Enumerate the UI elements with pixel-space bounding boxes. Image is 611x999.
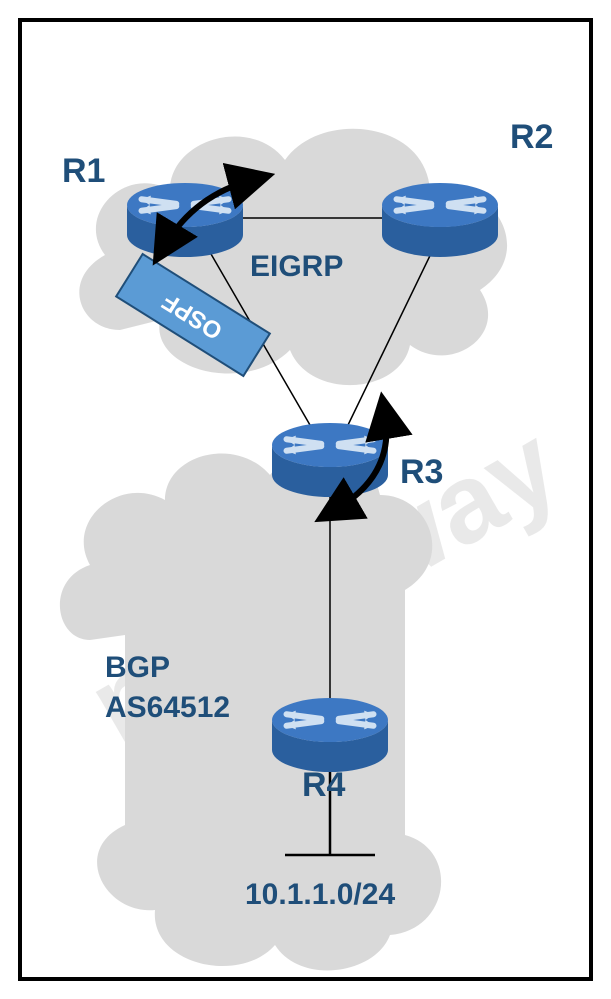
label-r2: R2 [510,118,553,157]
label-r3: R3 [400,453,443,492]
label-r4: R4 [302,766,345,805]
label-bgp-as: BGP AS64512 [105,648,230,728]
label-subnet: 10.1.1.0/24 [245,878,395,912]
label-r1: R1 [62,152,105,191]
label-eigrp: EIGRP [250,250,343,284]
